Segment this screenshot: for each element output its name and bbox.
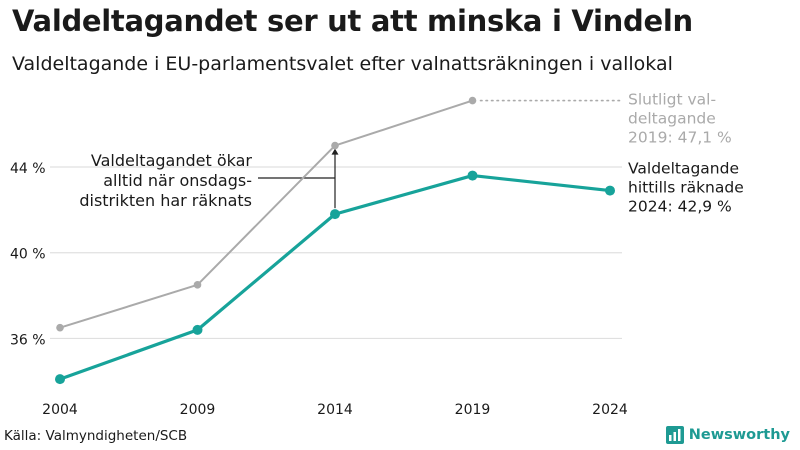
data-point-counted [467,170,478,181]
y-tick-label: 36 % [10,332,46,348]
series-label-final: deltagande [628,110,716,128]
chart-subtitle: Valdeltagande i EU-parlamentsvalet efter… [12,53,673,75]
series-label-counted: 2024: 42,9 % [628,198,732,216]
annotation-text: distrikten har räknats [79,191,252,210]
axis-layer: 36 % 40 % 44 % 2004 2009 2014 2019 2024 [10,161,628,418]
x-tick-label: 2019 [455,402,491,418]
data-point-counted [605,185,615,196]
series-label-final: Slutligt val- [628,91,716,109]
data-point-final [193,281,202,289]
y-tick-label: 40 % [10,247,46,263]
source-note: Källa: Valmyndigheten/SCB [4,428,188,444]
annotation-text: Valdeltagandet ökar [91,151,253,170]
newsworthy-logo-icon [665,426,684,444]
x-tick-label: 2004 [42,402,78,418]
data-point-counted [55,374,65,385]
brand-name: Newsworthy [688,427,790,443]
data-point-final [331,141,339,150]
data-point-counted [192,324,203,335]
brand-logo: Newsworthy [665,426,790,444]
annotation-arrowhead [331,148,339,155]
series-label-counted: Valdeltagande [628,160,739,178]
chart-title: Valdeltagandet ser ut att minska i Vinde… [12,4,693,38]
series-layer [55,96,615,385]
series-label-final: 2019: 47,1 % [628,129,732,147]
x-tick-label: 2024 [592,402,628,418]
y-tick-label: 44 % [10,161,46,177]
annotation-text: alltid när onsdags- [103,171,252,190]
x-tick-label: 2009 [180,402,216,418]
grid-layer [50,166,622,340]
data-point-final [468,96,477,105]
series-line-final [59,99,474,329]
data-point-counted [330,209,340,220]
data-point-final [56,323,64,332]
series-label-counted: hittills räknade [628,179,744,197]
x-tick-label: 2014 [317,402,353,418]
